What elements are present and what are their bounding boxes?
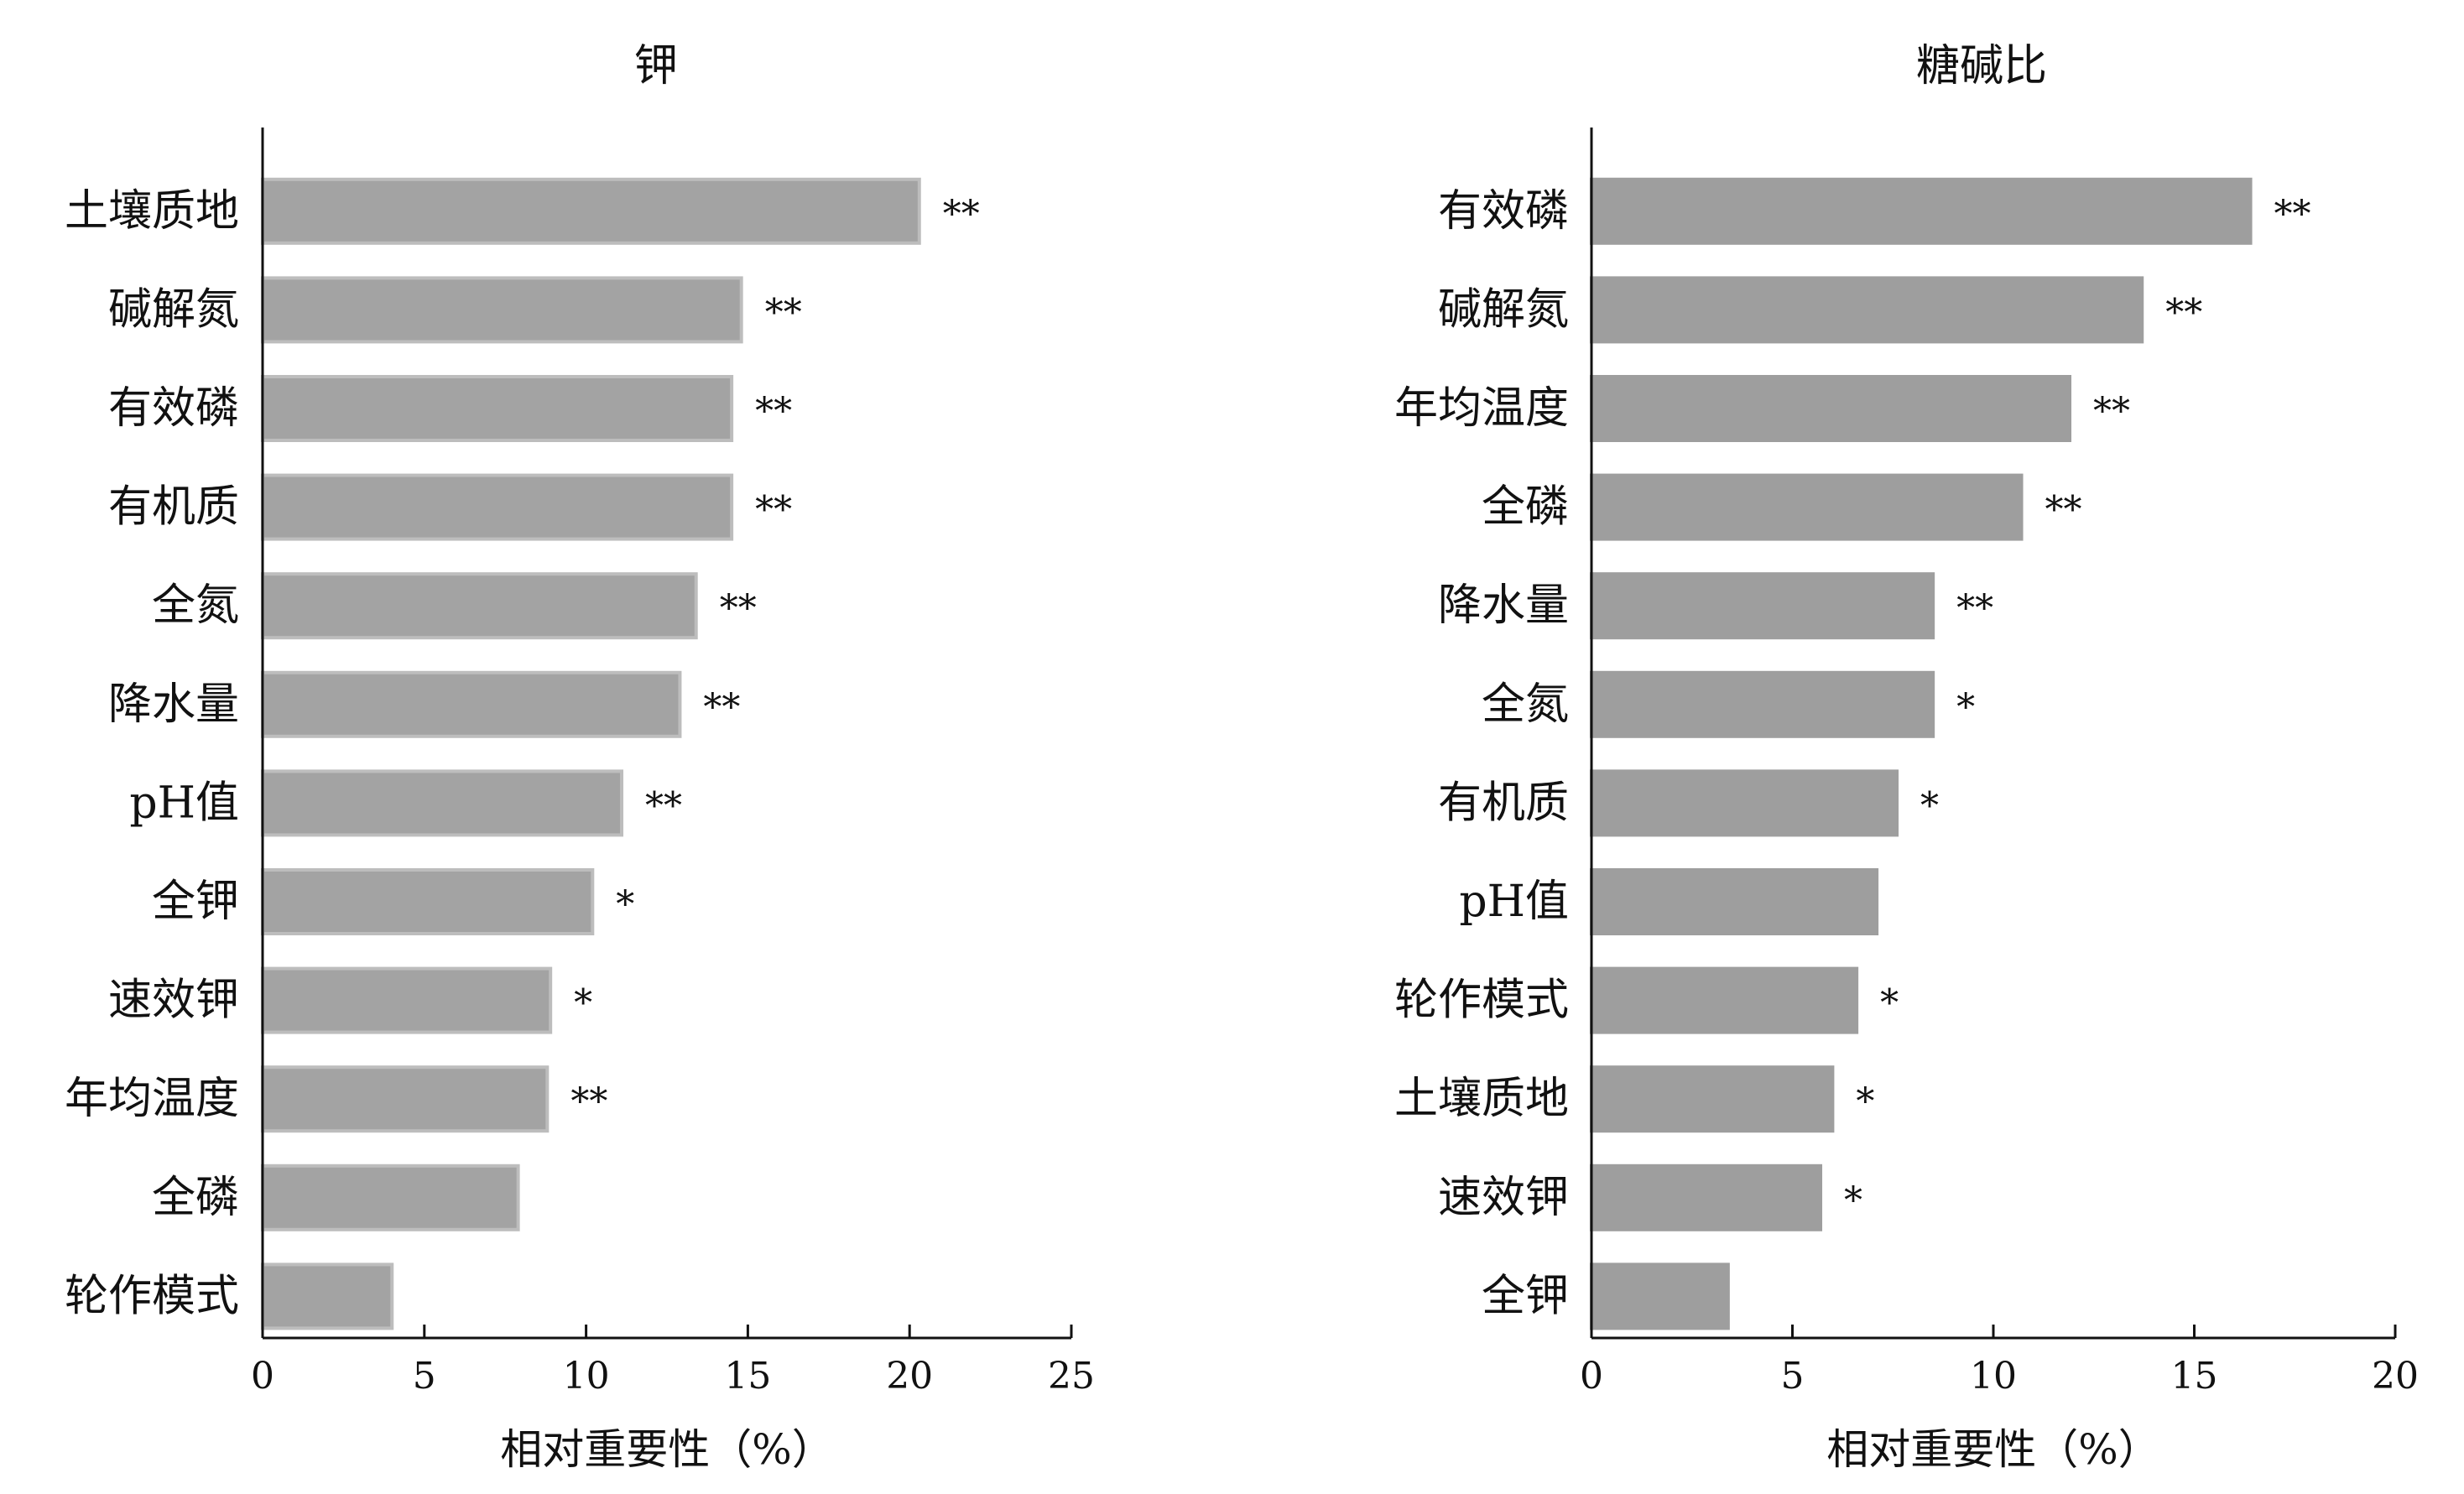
x-tick-label: 20 (2372, 1355, 2419, 1398)
significance-mark: ** (1956, 587, 1993, 630)
category-label: 有效磷 (1438, 186, 1569, 237)
category-label: 全氮 (152, 580, 239, 631)
bar (1590, 670, 1935, 738)
category-label: pH值 (129, 778, 239, 828)
category-label: 全钾 (1482, 1271, 1569, 1321)
bar (1590, 1065, 1835, 1133)
bar (1590, 966, 1859, 1034)
significance-mark: ** (2165, 291, 2202, 334)
category-label: 有机质 (108, 482, 239, 533)
significance-mark: ** (755, 489, 792, 532)
significance-mark: * (1856, 1080, 1874, 1123)
category-label: 轮作模式 (1394, 976, 1569, 1026)
x-tick-label: 20 (886, 1355, 933, 1398)
category-label: 全氮 (1482, 679, 1569, 730)
bar (1590, 473, 2024, 541)
significance-mark: * (574, 982, 592, 1025)
bar (261, 1163, 520, 1231)
significance-mark: ** (2045, 489, 2082, 532)
significance-mark: ** (645, 784, 682, 827)
bar (1590, 572, 1935, 640)
significance-mark: * (1920, 784, 1939, 827)
category-label: 降水量 (108, 679, 239, 730)
x-tick-label: 15 (724, 1355, 771, 1398)
significance-mark: ** (570, 1080, 607, 1123)
x-axis-title: 相对重要性（%） (1826, 1425, 2160, 1474)
bar (261, 276, 743, 344)
category-label: 土壤质地 (1394, 1074, 1569, 1124)
bar (1590, 769, 1899, 837)
significance-mark: ** (2274, 193, 2311, 236)
category-label: 轮作模式 (65, 1271, 239, 1321)
significance-mark: ** (765, 291, 802, 334)
bar (1590, 1163, 1823, 1231)
bar (261, 1065, 550, 1133)
category-label: 全磷 (152, 1173, 239, 1223)
chart-title: 糖碱比 (1916, 41, 2047, 91)
bar (261, 572, 698, 640)
bar (261, 868, 595, 935)
bar (1590, 375, 2072, 442)
x-tick-label: 5 (413, 1355, 436, 1398)
bar (261, 473, 734, 541)
bar (261, 1262, 394, 1330)
bar (1590, 1262, 1730, 1330)
bar (1590, 868, 1879, 935)
significance-mark: ** (720, 587, 757, 630)
significance-mark: ** (2093, 390, 2130, 433)
x-axis-title: 相对重要性（%） (500, 1425, 834, 1474)
x-tick-label: 10 (563, 1355, 610, 1398)
bar (261, 966, 553, 1034)
x-tick-label: 15 (2171, 1355, 2218, 1398)
bar (261, 670, 682, 738)
category-label: 全磷 (1482, 482, 1569, 533)
bar (1590, 177, 2253, 245)
significance-mark: * (1880, 982, 1899, 1025)
category-label: 速效钾 (108, 976, 239, 1026)
x-tick-label: 0 (251, 1355, 274, 1398)
significance-mark: ** (755, 390, 792, 433)
significance-mark: * (616, 883, 634, 926)
bar (261, 769, 624, 837)
x-tick-label: 25 (1048, 1355, 1095, 1398)
category-label: 碱解氮 (108, 284, 239, 335)
category-label: 有效磷 (108, 383, 239, 434)
x-tick-label: 5 (1781, 1355, 1805, 1398)
significance-mark: * (1844, 1179, 1862, 1222)
significance-mark: ** (703, 686, 740, 729)
bar (261, 177, 921, 245)
category-label: 年均温度 (1394, 383, 1569, 434)
category-label: 年均温度 (65, 1074, 239, 1124)
significance-mark: * (1956, 686, 1975, 729)
category-label: 有机质 (1438, 778, 1569, 828)
category-label: 速效钾 (1438, 1173, 1569, 1223)
chart-title: 钾 (634, 41, 678, 91)
bar (1590, 276, 2144, 344)
category-label: 全钾 (152, 877, 239, 927)
significance-mark: ** (943, 193, 980, 236)
category-label: 碱解氮 (1438, 284, 1569, 335)
category-label: pH值 (1459, 877, 1569, 927)
bar (261, 375, 734, 442)
x-tick-label: 10 (1970, 1355, 2017, 1398)
category-label: 降水量 (1438, 580, 1569, 631)
x-tick-label: 0 (1580, 1355, 1603, 1398)
category-label: 土壤质地 (65, 186, 239, 237)
